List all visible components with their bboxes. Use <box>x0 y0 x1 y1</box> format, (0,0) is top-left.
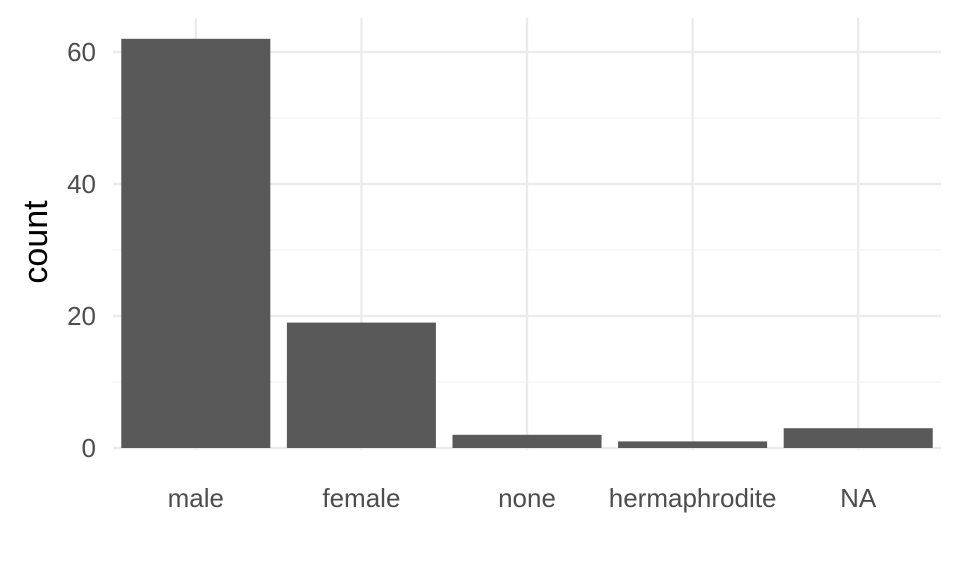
y-axis-title: count <box>17 200 55 284</box>
bar-hermaphrodite <box>618 441 768 448</box>
x-tick-label: hermaphrodite <box>609 483 777 513</box>
x-tick-label: none <box>498 483 556 513</box>
y-tick-label: 60 <box>67 37 96 67</box>
x-tick-label: male <box>168 483 224 513</box>
x-tick-label: female <box>322 483 400 513</box>
bars <box>121 38 933 449</box>
y-tick-label: 40 <box>67 169 96 199</box>
y-axis-ticks: 0 20 40 60 <box>67 37 96 463</box>
bar-male <box>121 38 271 449</box>
x-axis-ticks: male female none hermaphrodite NA <box>168 483 877 513</box>
bar-none <box>452 434 602 448</box>
y-tick-label: 20 <box>67 301 96 331</box>
bar-na <box>783 428 933 448</box>
bar-female <box>286 322 436 448</box>
x-tick-label: NA <box>840 483 877 513</box>
y-tick-label: 0 <box>82 433 96 463</box>
